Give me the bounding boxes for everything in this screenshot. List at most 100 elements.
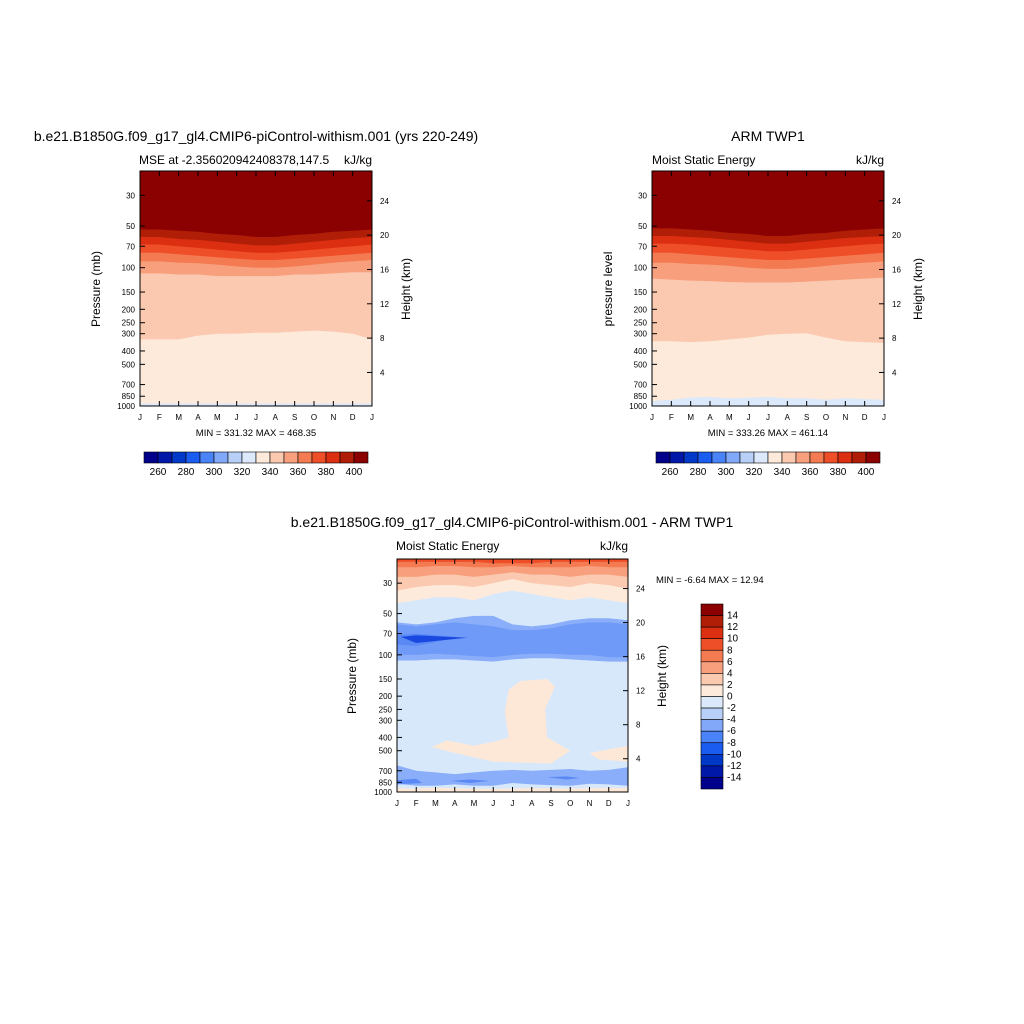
diff-colorbar-box: [700, 707, 724, 720]
diff-min-max: MIN = -6.64 MAX = 12.94: [656, 575, 764, 586]
obs-right-axis-label: Height (km): [911, 258, 925, 320]
diff-xtick-label: J: [491, 799, 495, 808]
diff-colorbar-box: [700, 754, 724, 767]
obs-ytick-label: 700: [634, 381, 648, 390]
model-colorbar-label: 320: [234, 467, 251, 478]
obs-colorbar-label: 400: [858, 467, 875, 478]
model-colorbar-box: [199, 451, 215, 464]
diff-xtick-label: F: [414, 799, 419, 808]
diff-colorbar-label: -10: [727, 749, 742, 760]
model-right-tick-label: 8: [380, 334, 385, 343]
diff-y-axis-label: Pressure (mb): [345, 638, 359, 714]
model-colorbar-box: [269, 451, 285, 464]
obs-colorbar-box: [795, 451, 811, 464]
obs-colorbar-box: [823, 451, 839, 464]
model-colorbar-box: [283, 451, 299, 464]
obs-xtick-label: J: [747, 413, 751, 422]
diff-ytick-label: 850: [379, 778, 393, 787]
obs-ytick-label: 250: [634, 319, 648, 328]
model-contour-band: [140, 171, 372, 237]
model-unit-label: kJ/kg: [344, 153, 372, 167]
diff-contour-field: [397, 559, 628, 792]
obs-colorbar-label: 280: [690, 467, 707, 478]
model-left-label: MSE at -2.356020942408378,147.5: [139, 153, 329, 167]
diff-xtick-label: S: [548, 799, 553, 808]
diff-ytick-label: 400: [379, 733, 393, 742]
obs-min-max: MIN = 333.26 MAX = 461.14: [708, 428, 828, 439]
model-right-axis-label: Height (km): [399, 258, 413, 320]
diff-ytick-label: 200: [379, 692, 393, 701]
model-colorbar-box: [255, 451, 271, 464]
model-right-tick-label: 16: [380, 265, 389, 274]
diff-colorbar-label: -8: [727, 738, 736, 749]
obs-colorbar-label: 380: [830, 467, 847, 478]
model-colorbar-box: [213, 451, 229, 464]
model-xtick-label: A: [195, 413, 201, 422]
model-contour-field: [140, 171, 372, 406]
obs-colorbar-label: 260: [662, 467, 679, 478]
obs-xtick-label: S: [804, 413, 809, 422]
model-xtick-label: F: [157, 413, 162, 422]
obs-right-tick-label: 20: [892, 231, 901, 240]
obs-right-tick-label: 8: [892, 334, 897, 343]
model-right-tick-label: 24: [380, 197, 389, 206]
obs-xtick-label: J: [650, 413, 654, 422]
obs-ytick-label: 850: [634, 392, 648, 401]
model-ytick-label: 1000: [117, 402, 135, 411]
obs-colorbar-box: [851, 451, 867, 464]
diff-ytick-label: 70: [383, 630, 392, 639]
diff-colorbar-box: [700, 673, 724, 686]
model-min-max: MIN = 331.32 MAX = 468.35: [196, 428, 316, 439]
diff-right-tick-label: 8: [636, 721, 641, 730]
diff-colorbar-label: 6: [727, 657, 733, 668]
diff-colorbar-box: [700, 730, 724, 744]
diff-colorbar-label: -6: [727, 726, 736, 737]
obs-xtick-label: D: [862, 413, 868, 422]
diff-colorbar-label: 8: [727, 645, 733, 656]
obs-ytick-label: 300: [634, 330, 648, 339]
diff-colorbar-label: 10: [727, 634, 739, 645]
obs-xtick-label: A: [785, 413, 791, 422]
obs-contour-field: [652, 171, 884, 406]
obs-xtick-label: M: [687, 413, 694, 422]
obs-ytick-label: 150: [634, 288, 648, 297]
model-right-tick-label: 20: [380, 231, 389, 240]
obs-ytick-label: 500: [634, 360, 648, 369]
obs-left-label: Moist Static Energy: [652, 153, 755, 167]
model-xtick-label: D: [350, 413, 356, 422]
model-colorbar-box: [157, 451, 173, 464]
model-ytick-label: 400: [122, 347, 136, 356]
model-ytick-label: 150: [122, 288, 136, 297]
diff-colorbar-box: [700, 603, 724, 616]
model-xtick-label: J: [235, 413, 239, 422]
model-ytick-label: 50: [126, 222, 135, 231]
diff-xtick-label: A: [529, 799, 535, 808]
obs-xtick-label: M: [726, 413, 733, 422]
model-ytick-label: 300: [122, 330, 136, 339]
obs-xtick-label: F: [669, 413, 674, 422]
diff-ytick-label: 30: [383, 579, 392, 588]
diff-panel: b.e21.B1850G.f09_g17_gl4.CMIP6-piControl…: [291, 514, 764, 808]
diff-colorbar-label: 12: [727, 622, 739, 633]
diff-xtick-label: M: [432, 799, 439, 808]
model-ytick-label: 30: [126, 191, 135, 200]
model-y-axis-label: Pressure (mb): [89, 251, 103, 327]
diff-xtick-label: O: [567, 799, 573, 808]
model-ytick-label: 250: [122, 319, 136, 328]
model-colorbar-label: 380: [318, 467, 335, 478]
diff-unit-label: kJ/kg: [600, 539, 628, 553]
diff-warm-plume: [431, 679, 571, 764]
obs-colorbar-box: [669, 451, 685, 464]
obs-right-tick-label: 4: [892, 368, 897, 377]
obs-ytick-label: 200: [634, 305, 648, 314]
obs-ytick-label: 30: [638, 191, 647, 200]
diff-ytick-label: 100: [379, 651, 393, 660]
obs-xtick-label: J: [882, 413, 886, 422]
diff-warm-patch: [589, 745, 628, 762]
diff-colorbar-box: [700, 765, 724, 778]
diff-colorbar-label: -14: [727, 772, 742, 783]
model-xtick-label: M: [214, 413, 221, 422]
